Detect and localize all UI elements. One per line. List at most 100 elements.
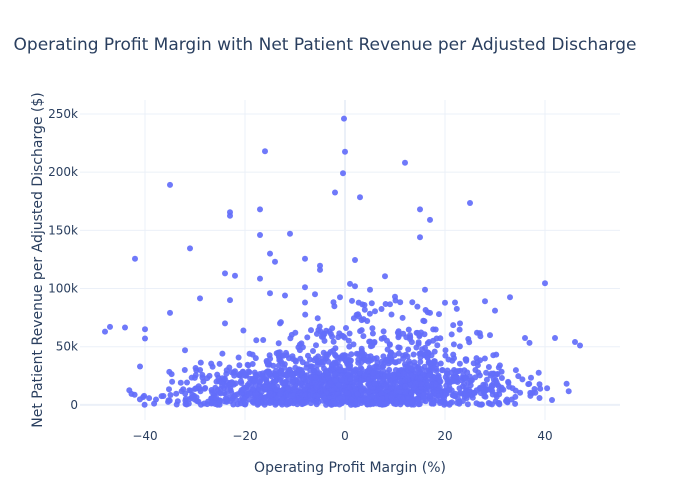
data-point xyxy=(332,189,338,196)
data-point xyxy=(345,337,352,344)
data-point xyxy=(289,353,296,360)
data-point xyxy=(309,363,316,370)
data-point xyxy=(482,393,489,400)
data-point xyxy=(371,339,378,345)
data-point xyxy=(257,275,263,282)
data-point xyxy=(515,373,522,380)
data-point xyxy=(247,382,254,389)
data-point xyxy=(542,280,548,287)
data-point xyxy=(435,374,442,381)
data-point xyxy=(330,400,337,407)
data-point xyxy=(417,375,424,382)
data-point xyxy=(256,382,263,389)
data-point xyxy=(366,381,373,388)
data-point xyxy=(408,339,415,346)
data-point xyxy=(337,294,343,301)
data-point xyxy=(442,391,448,398)
data-point xyxy=(327,349,334,355)
data-point xyxy=(506,383,513,390)
data-point xyxy=(474,359,481,366)
data-point xyxy=(493,351,500,358)
data-point xyxy=(343,325,349,331)
data-point xyxy=(188,374,195,381)
data-point xyxy=(335,381,342,388)
data-point xyxy=(260,337,267,343)
data-point xyxy=(289,379,296,385)
data-point xyxy=(348,396,355,403)
data-point xyxy=(353,350,360,357)
data-point xyxy=(392,379,399,386)
data-point xyxy=(417,358,424,365)
data-point xyxy=(236,372,242,379)
data-point xyxy=(488,370,495,377)
data-point xyxy=(370,400,377,407)
data-point xyxy=(289,384,296,391)
data-point xyxy=(397,299,404,306)
data-point xyxy=(254,398,261,405)
data-point xyxy=(358,327,365,334)
data-point xyxy=(232,272,238,279)
data-point xyxy=(302,391,309,398)
data-point xyxy=(519,376,526,383)
data-point xyxy=(348,351,355,358)
data-point xyxy=(313,342,319,349)
data-point xyxy=(286,366,293,373)
data-point xyxy=(445,356,452,363)
data-point xyxy=(131,391,138,398)
data-point xyxy=(283,391,289,398)
data-point xyxy=(339,352,346,359)
data-point xyxy=(313,384,320,390)
data-point xyxy=(221,390,228,397)
data-point xyxy=(296,371,303,378)
data-point xyxy=(436,311,442,318)
data-point xyxy=(493,393,500,400)
data-point xyxy=(317,262,323,269)
data-point xyxy=(352,257,358,263)
data-point xyxy=(382,273,388,280)
data-point xyxy=(400,330,407,337)
x-tick-label: −40 xyxy=(132,429,157,443)
data-point xyxy=(495,382,502,389)
data-point xyxy=(420,317,427,324)
y-tick-label: 50k xyxy=(56,340,78,354)
y-tick-label: 250k xyxy=(48,107,78,121)
x-tick-label: 40 xyxy=(537,429,552,443)
data-point xyxy=(226,364,233,371)
data-point xyxy=(457,320,463,327)
data-point xyxy=(401,377,408,384)
data-point xyxy=(504,399,511,406)
data-point xyxy=(261,376,268,382)
data-point xyxy=(304,383,311,390)
data-point xyxy=(273,400,280,407)
data-point xyxy=(142,326,148,333)
data-point xyxy=(450,322,457,329)
data-points xyxy=(102,115,583,408)
data-point xyxy=(102,328,108,335)
data-point xyxy=(400,370,407,377)
data-point xyxy=(456,360,463,367)
data-point xyxy=(402,159,408,166)
data-point xyxy=(302,299,308,306)
data-point xyxy=(383,381,389,388)
data-point xyxy=(471,389,478,396)
data-point xyxy=(496,362,503,369)
data-point xyxy=(353,311,360,318)
data-point xyxy=(431,358,438,365)
data-point xyxy=(308,327,314,334)
data-point xyxy=(167,181,173,188)
data-point xyxy=(577,342,583,349)
data-point xyxy=(467,200,473,206)
data-point xyxy=(488,382,495,389)
data-point xyxy=(427,360,434,367)
data-point xyxy=(334,354,341,361)
data-point xyxy=(434,342,441,349)
data-point xyxy=(312,398,319,405)
data-point xyxy=(463,391,470,398)
data-point xyxy=(272,258,278,265)
data-point xyxy=(363,397,370,404)
data-point xyxy=(500,386,507,393)
data-point xyxy=(299,399,306,406)
data-point xyxy=(552,335,558,341)
data-point xyxy=(507,294,513,301)
data-point xyxy=(420,393,426,399)
